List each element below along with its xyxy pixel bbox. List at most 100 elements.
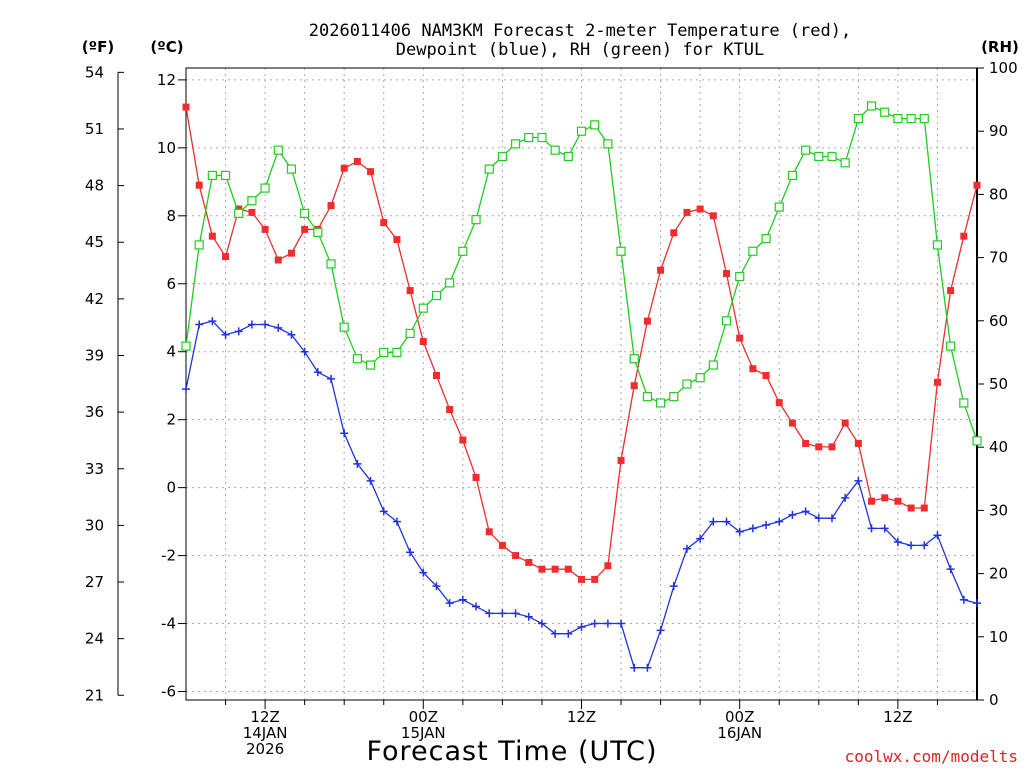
temperature-point — [208, 232, 216, 240]
temperature-point — [459, 436, 467, 444]
dewpoint-point — [748, 524, 757, 533]
rh-point — [590, 120, 600, 130]
temperature-point — [406, 287, 414, 295]
dewpoint-point — [880, 524, 889, 533]
rh-point — [761, 234, 771, 244]
temperature-point — [907, 504, 915, 512]
x-tick-label: 15JAN — [401, 724, 446, 742]
rh-tick-label: 80 — [989, 185, 1008, 203]
rh-point — [339, 322, 349, 332]
celsius-tick-label: 2 — [166, 411, 176, 429]
dewpoint-point — [498, 609, 507, 618]
rh-point — [932, 240, 943, 250]
temperature-point — [195, 181, 203, 189]
temperature-point — [512, 552, 520, 560]
temperature-point — [854, 439, 862, 447]
x-tick-label: 12Z — [250, 708, 279, 726]
temperature-point — [736, 334, 744, 342]
rh-point — [181, 341, 191, 351]
rh-point — [840, 158, 850, 168]
rh-point — [445, 278, 455, 288]
rh-point — [616, 246, 626, 256]
rh-point — [326, 259, 336, 269]
fahrenheit-tick-label: 48 — [85, 177, 104, 195]
dewpoint-point — [762, 521, 771, 530]
dewpoint-point — [722, 517, 731, 526]
rh-point — [906, 113, 916, 124]
rh-point — [880, 107, 890, 117]
x-tick-label: 00Z — [725, 708, 754, 726]
rh-point — [972, 436, 982, 446]
fahrenheit-unit-label: (ºF) — [82, 38, 114, 56]
temperature-point — [960, 232, 968, 240]
x-axis-title: Forecast Time (UTC) — [366, 736, 657, 767]
temperature-point — [538, 565, 546, 573]
rh-unit-label: (RH) — [981, 38, 1019, 56]
rh-point — [524, 132, 534, 143]
dewpoint-point — [195, 320, 204, 329]
dewpoint-point — [313, 368, 322, 377]
title-line-2: Dewpoint (blue), RH (green) for KTUL — [396, 40, 764, 60]
rh-point — [946, 341, 956, 351]
dewpoint-point — [419, 568, 428, 577]
dewpoint-point — [472, 602, 481, 611]
temperature-point — [591, 575, 599, 583]
dewpoint-point — [617, 619, 626, 628]
rh-point — [629, 354, 639, 364]
temperature-point — [894, 497, 902, 505]
temperature-point — [947, 287, 955, 295]
temperature-point — [868, 497, 876, 505]
grid — [186, 68, 977, 700]
rh-tick-label: 10 — [989, 628, 1008, 646]
fahrenheit-tick-label: 24 — [85, 630, 104, 648]
dewpoint-point — [907, 541, 916, 550]
temperature-point — [248, 208, 256, 216]
dewpoint-point — [261, 320, 270, 329]
rh-point — [748, 246, 758, 256]
dewpoint-point — [669, 582, 678, 591]
temperature-point — [498, 541, 506, 549]
celsius-unit-label: (ºC) — [150, 38, 183, 56]
rh-point — [787, 170, 798, 181]
chart-title: 2026011406 NAM3KM Forecast 2-meter Tempe… — [309, 21, 851, 60]
dewpoint-point — [814, 514, 823, 523]
rh-point — [458, 246, 468, 256]
temperature-point — [432, 372, 440, 380]
dewpoint-point — [973, 599, 981, 608]
dewpoint-point — [827, 514, 836, 523]
rh-point — [379, 347, 389, 357]
rh-point — [365, 360, 376, 370]
temperature-point — [380, 219, 388, 227]
axes: 121086420-2-4-65451484542393633302724211… — [85, 59, 1018, 758]
rh-point — [669, 392, 679, 402]
x-tick-label: 12Z — [883, 708, 912, 726]
rh-point — [405, 328, 415, 339]
dewpoint-point — [432, 582, 441, 591]
celsius-tick-label: 0 — [166, 479, 176, 497]
temperature-point — [683, 208, 691, 216]
dewpoint-point — [287, 330, 296, 339]
dewpoint-point — [946, 565, 955, 574]
temperature-point — [802, 439, 810, 447]
rh-point — [313, 227, 323, 237]
rh-point — [234, 208, 244, 218]
dewpoint-point — [458, 595, 467, 604]
celsius-tick-label: -2 — [161, 547, 176, 565]
rh-point — [814, 151, 824, 162]
temperature-point — [393, 236, 401, 244]
dewpoint-point — [630, 663, 639, 672]
rh-tick-label: 40 — [989, 438, 1008, 456]
fahrenheit-tick-label: 27 — [85, 573, 104, 591]
celsius-tick-label: -6 — [161, 683, 176, 701]
series-dewpoint — [182, 317, 981, 672]
rh-tick-label: 90 — [989, 122, 1008, 140]
fahrenheit-tick-label: 21 — [85, 686, 104, 704]
temperature-point — [367, 168, 375, 176]
temperature-point — [261, 225, 269, 233]
celsius-tick-label: 10 — [157, 139, 176, 157]
rh-point — [959, 398, 969, 408]
celsius-tick-label: 8 — [166, 207, 176, 225]
dewpoint-point — [854, 476, 863, 485]
celsius-tick-label: 6 — [166, 275, 176, 293]
